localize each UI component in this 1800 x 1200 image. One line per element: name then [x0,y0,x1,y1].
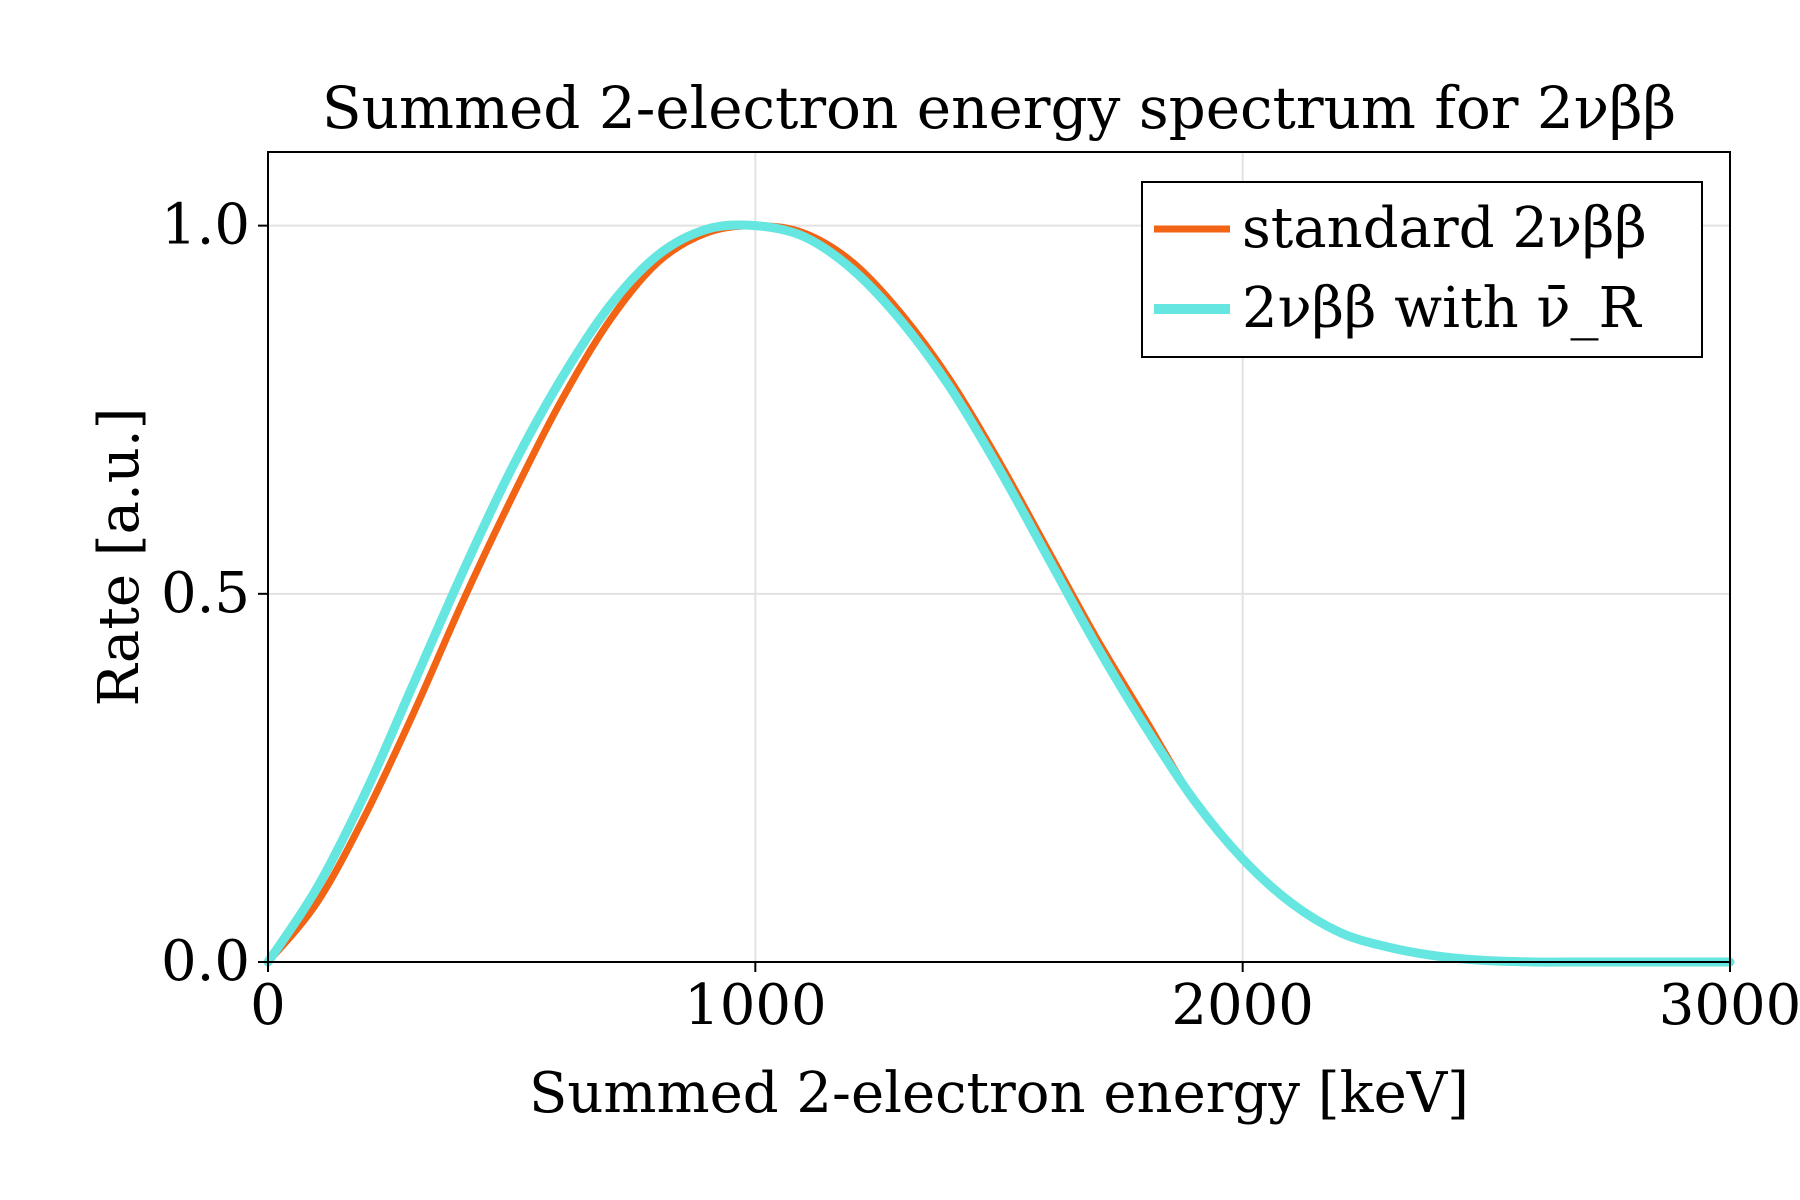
legend: standard 2νββ 2νββ with ν̄_R [1141,181,1703,358]
y-tick-label: 0.5 [161,561,250,626]
legend-label-standard: standard 2νββ [1242,196,1647,261]
x-tick-label: 1000 [684,973,827,1038]
plot-frame [267,151,1731,963]
y-tick-label: 1.0 [161,193,250,258]
x-tick-label: 3000 [1659,973,1800,1038]
y-tick-label: 0.0 [161,929,250,994]
chart-title: Summed 2-electron energy spectrum for 2ν… [322,74,1676,142]
legend-label-right-handed: 2νββ with ν̄_R [1242,276,1642,341]
legend-box [1141,181,1703,358]
series-line-right-handed [263,220,1735,967]
x-axis-label: Summed 2-electron energy [keV] [529,1061,1469,1126]
x-tick-label: 0 [250,973,286,1038]
x-tick-label: 2000 [1171,973,1314,1038]
y-axis-label: Rate [a.u.] [87,407,152,706]
tick-marks [258,224,1731,972]
series-group [263,220,1735,967]
tick-labels: 0 1000 2000 3000 0.0 0.5 1.0 [161,193,1800,1038]
